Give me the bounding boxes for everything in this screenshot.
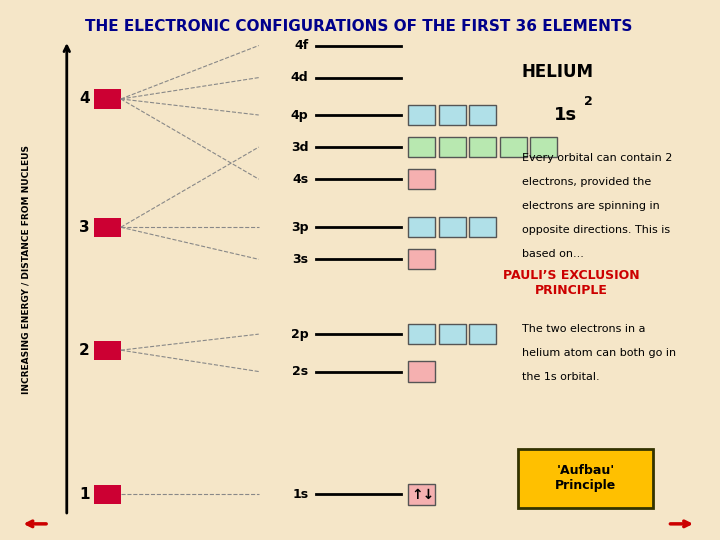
FancyBboxPatch shape xyxy=(408,105,435,125)
Text: 2s: 2s xyxy=(292,365,308,378)
FancyBboxPatch shape xyxy=(438,324,466,345)
Text: 2: 2 xyxy=(79,343,90,357)
Text: opposite directions. This is: opposite directions. This is xyxy=(522,225,670,235)
Text: 4f: 4f xyxy=(294,39,308,52)
Text: 2p: 2p xyxy=(291,328,308,341)
Text: 3s: 3s xyxy=(292,253,308,266)
FancyBboxPatch shape xyxy=(469,217,496,238)
Text: Every orbital can contain 2: Every orbital can contain 2 xyxy=(522,153,672,163)
FancyBboxPatch shape xyxy=(500,137,527,157)
FancyBboxPatch shape xyxy=(94,218,121,237)
FancyBboxPatch shape xyxy=(531,137,557,157)
FancyBboxPatch shape xyxy=(438,137,466,157)
FancyBboxPatch shape xyxy=(469,105,496,125)
Text: HELIUM: HELIUM xyxy=(521,63,593,81)
Text: 1s: 1s xyxy=(554,106,577,124)
Text: 3d: 3d xyxy=(291,140,308,153)
Text: helium atom can both go in: helium atom can both go in xyxy=(522,348,676,358)
Text: based on...: based on... xyxy=(522,249,584,259)
FancyBboxPatch shape xyxy=(408,484,435,504)
FancyBboxPatch shape xyxy=(438,105,466,125)
FancyBboxPatch shape xyxy=(518,449,653,508)
Text: the 1s orbital.: the 1s orbital. xyxy=(522,372,600,382)
Text: 'Aufbau'
Principle: 'Aufbau' Principle xyxy=(555,464,616,492)
FancyBboxPatch shape xyxy=(408,324,435,345)
Text: 3p: 3p xyxy=(291,221,308,234)
Text: THE ELECTRONIC CONFIGURATIONS OF THE FIRST 36 ELEMENTS: THE ELECTRONIC CONFIGURATIONS OF THE FIR… xyxy=(84,19,632,35)
FancyBboxPatch shape xyxy=(94,485,121,504)
FancyBboxPatch shape xyxy=(408,137,435,157)
Text: 4s: 4s xyxy=(292,173,308,186)
FancyBboxPatch shape xyxy=(408,361,435,382)
FancyBboxPatch shape xyxy=(408,249,435,269)
FancyBboxPatch shape xyxy=(469,324,496,345)
FancyBboxPatch shape xyxy=(94,341,121,360)
Text: 4d: 4d xyxy=(291,71,308,84)
Text: The two electrons in a: The two electrons in a xyxy=(522,324,645,334)
Text: INCREASING ENERGY / DISTANCE FROM NUCLEUS: INCREASING ENERGY / DISTANCE FROM NUCLEU… xyxy=(21,145,30,395)
Text: electrons are spinning in: electrons are spinning in xyxy=(522,201,660,211)
Text: 4p: 4p xyxy=(291,109,308,122)
Text: 2: 2 xyxy=(585,95,593,108)
FancyBboxPatch shape xyxy=(469,137,496,157)
FancyBboxPatch shape xyxy=(94,89,121,109)
Text: 4: 4 xyxy=(79,91,90,106)
FancyBboxPatch shape xyxy=(438,217,466,238)
FancyBboxPatch shape xyxy=(408,217,435,238)
Text: PAULI’S EXCLUSION
PRINCIPLE: PAULI’S EXCLUSION PRINCIPLE xyxy=(503,269,640,298)
Text: 3: 3 xyxy=(79,220,90,235)
Text: electrons, provided the: electrons, provided the xyxy=(522,177,651,187)
Text: ↑↓: ↑↓ xyxy=(411,488,435,502)
Text: 1: 1 xyxy=(79,487,90,502)
Text: 1s: 1s xyxy=(292,488,308,501)
FancyBboxPatch shape xyxy=(408,169,435,190)
